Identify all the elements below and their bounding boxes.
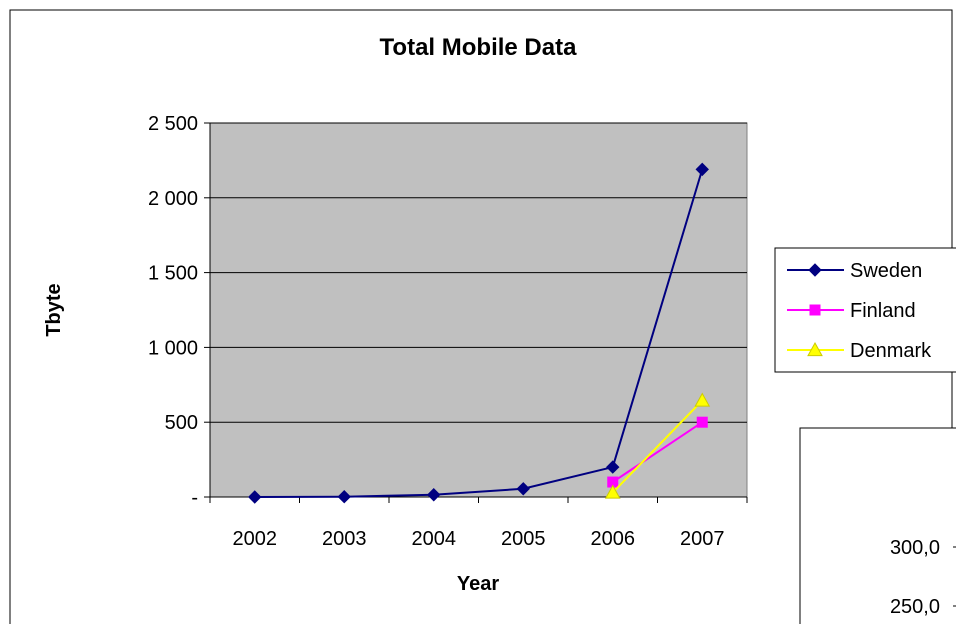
x-tick-label: 2006 — [591, 528, 636, 550]
inset-tick-label-300: 300,0 — [890, 537, 940, 559]
inset-chart-frame — [800, 428, 956, 624]
y-axis-title: Tbyte — [43, 283, 65, 336]
x-axis-title: Year — [457, 573, 499, 595]
data-point-finland — [697, 417, 707, 427]
y-tick-label: 1 500 — [148, 263, 198, 285]
legend-marker-finland — [810, 305, 820, 315]
x-tick-label: 2005 — [501, 528, 546, 550]
legend-label-denmark: Denmark — [850, 340, 932, 362]
x-tick-label: 2007 — [680, 528, 725, 550]
y-tick-label: 2 500 — [148, 113, 198, 135]
x-tick-label: 2003 — [322, 528, 367, 550]
inset-tick-label-250: 250,0 — [890, 596, 940, 618]
chart-title: Total Mobile Data — [380, 34, 578, 61]
x-tick-label: 2002 — [233, 528, 278, 550]
y-tick-label: - — [191, 487, 198, 509]
y-tick-label: 500 — [165, 412, 198, 434]
x-tick-label: 2004 — [412, 528, 457, 550]
legend-label-finland: Finland — [850, 300, 916, 322]
plot-area — [210, 123, 747, 497]
y-tick-label: 2 000 — [148, 188, 198, 210]
y-tick-label: 1 000 — [148, 337, 198, 359]
legend-label-sweden: Sweden — [850, 260, 922, 282]
